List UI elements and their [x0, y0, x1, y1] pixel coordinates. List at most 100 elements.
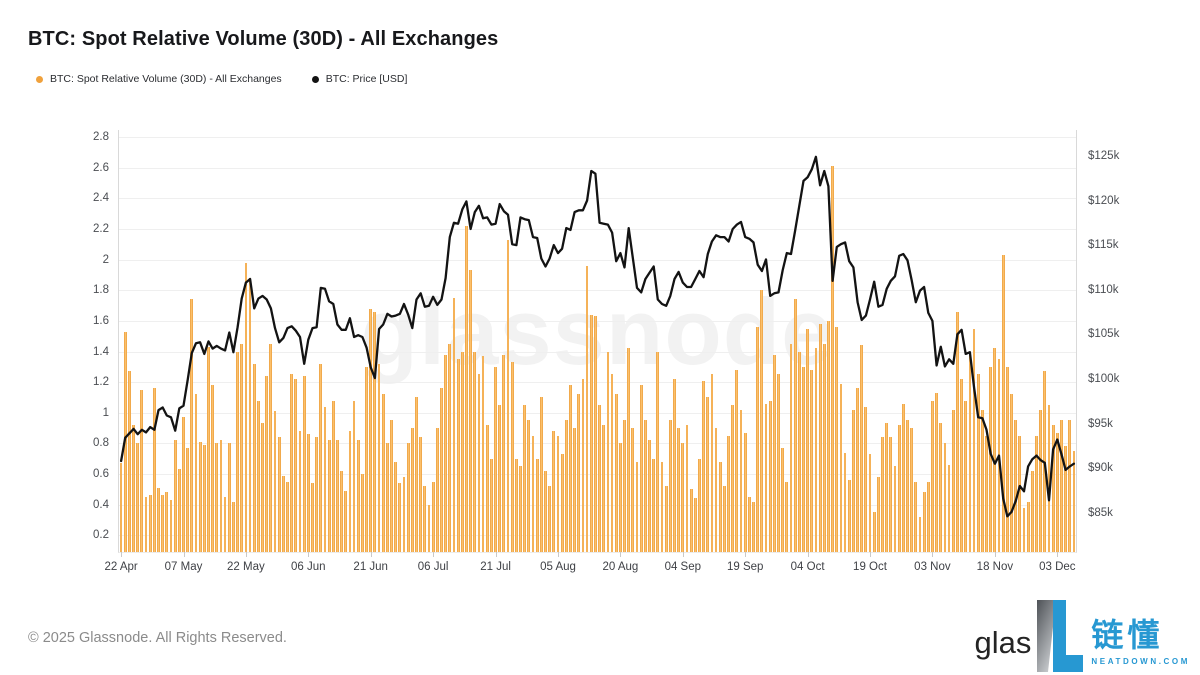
volume-bar[interactable]	[435, 428, 439, 552]
volume-bar[interactable]	[369, 308, 373, 552]
volume-bar[interactable]	[835, 327, 839, 552]
volume-bar[interactable]	[735, 369, 739, 552]
volume-bar[interactable]	[323, 406, 327, 552]
volume-bar[interactable]	[327, 440, 331, 552]
volume-bar[interactable]	[256, 400, 260, 552]
volume-bar[interactable]	[136, 443, 140, 552]
volume-bar[interactable]	[311, 483, 314, 552]
volume-bar[interactable]	[793, 299, 797, 552]
volume-bar[interactable]	[1001, 255, 1005, 552]
volume-bar[interactable]	[606, 351, 610, 552]
volume-bar[interactable]	[739, 409, 743, 552]
volume-bar[interactable]	[190, 299, 194, 552]
volume-bar[interactable]	[194, 394, 198, 552]
volume-bar[interactable]	[485, 425, 489, 552]
volume-bar[interactable]	[148, 495, 152, 552]
volume-bar[interactable]	[1018, 435, 1022, 552]
volume-bar[interactable]	[415, 397, 418, 552]
volume-bar[interactable]	[876, 477, 880, 552]
volume-bar[interactable]	[340, 470, 343, 552]
volume-bar[interactable]	[173, 440, 177, 552]
volume-bar[interactable]	[768, 400, 772, 552]
volume-bar[interactable]	[598, 405, 601, 552]
volume-bar[interactable]	[1068, 420, 1072, 552]
volume-bar[interactable]	[465, 226, 468, 552]
volume-bar[interactable]	[452, 297, 456, 552]
volume-bar[interactable]	[698, 458, 701, 552]
volume-bar[interactable]	[802, 366, 805, 552]
volume-bar[interactable]	[777, 374, 780, 552]
volume-bar[interactable]	[298, 431, 302, 552]
volume-bar[interactable]	[618, 443, 622, 552]
volume-bar[interactable]	[968, 354, 972, 552]
volume-bar[interactable]	[523, 405, 527, 552]
volume-bar[interactable]	[822, 343, 826, 552]
volume-bar[interactable]	[643, 420, 647, 552]
volume-bar[interactable]	[186, 447, 190, 552]
volume-bar[interactable]	[906, 420, 909, 552]
volume-bar[interactable]	[140, 389, 144, 552]
volume-bar[interactable]	[947, 464, 951, 552]
volume-bar[interactable]	[785, 481, 789, 552]
volume-bar[interactable]	[198, 441, 202, 552]
volume-bar[interactable]	[839, 383, 843, 552]
volume-bar[interactable]	[789, 343, 793, 552]
volume-bar[interactable]	[985, 435, 988, 552]
volume-bar[interactable]	[831, 166, 834, 552]
volume-bar[interactable]	[764, 403, 768, 552]
volume-bar[interactable]	[1072, 451, 1076, 552]
volume-bar[interactable]	[448, 343, 452, 552]
volume-bar[interactable]	[469, 270, 472, 552]
volume-bar[interactable]	[976, 374, 980, 552]
volume-bar[interactable]	[723, 486, 726, 552]
volume-bar[interactable]	[727, 435, 730, 552]
volume-bar[interactable]	[931, 400, 934, 552]
volume-bar[interactable]	[868, 454, 872, 552]
volume-bar[interactable]	[989, 366, 993, 552]
volume-bar[interactable]	[872, 512, 876, 552]
chart-plot-area[interactable]: glassnode 0.2 0.4 0.6 0.8 1 1.2 1.4 1.6 1.8 2 2.2 2…	[93, 130, 1119, 573]
volume-bar[interactable]	[652, 458, 656, 552]
volume-bar[interactable]	[215, 443, 219, 552]
volume-bar[interactable]	[560, 454, 564, 552]
volume-bar[interactable]	[302, 376, 306, 552]
volume-bar[interactable]	[331, 400, 335, 552]
volume-bar[interactable]	[660, 461, 664, 552]
volume-bar[interactable]	[594, 316, 597, 552]
volume-bar[interactable]	[207, 346, 210, 552]
volume-bar[interactable]	[693, 498, 697, 552]
volume-bar[interactable]	[926, 481, 930, 552]
volume-bar[interactable]	[939, 423, 943, 552]
volume-bar[interactable]	[390, 420, 393, 552]
volume-bar[interactable]	[431, 481, 435, 552]
volume-bar[interactable]	[240, 343, 244, 552]
volume-bar[interactable]	[152, 388, 156, 552]
volume-bar[interactable]	[1026, 501, 1030, 552]
volume-bar[interactable]	[710, 374, 714, 552]
volume-bar[interactable]	[352, 400, 356, 552]
volume-bar[interactable]	[889, 437, 893, 552]
volume-bar[interactable]	[1039, 409, 1043, 552]
volume-bar[interactable]	[144, 496, 148, 552]
volume-bar[interactable]	[219, 440, 223, 552]
volume-bar[interactable]	[581, 379, 585, 552]
volume-bar[interactable]	[502, 354, 506, 552]
volume-bar[interactable]	[460, 351, 464, 552]
volume-bar[interactable]	[348, 431, 352, 552]
volume-bar[interactable]	[656, 351, 660, 552]
volume-bar[interactable]	[714, 428, 718, 552]
volume-bar[interactable]	[544, 470, 547, 552]
volume-bar[interactable]	[810, 369, 814, 552]
volume-bar[interactable]	[440, 388, 443, 552]
volume-bar[interactable]	[564, 420, 568, 552]
volume-bar[interactable]	[381, 394, 385, 552]
volume-bar[interactable]	[514, 458, 518, 552]
volume-bar[interactable]	[901, 403, 905, 552]
volume-bar[interactable]	[843, 452, 847, 552]
volume-bar[interactable]	[169, 500, 173, 552]
volume-bar[interactable]	[265, 376, 269, 552]
volume-bar[interactable]	[689, 489, 693, 552]
volume-bar[interactable]	[781, 447, 785, 552]
volume-bar[interactable]	[673, 379, 676, 552]
volume-bar[interactable]	[756, 327, 760, 552]
